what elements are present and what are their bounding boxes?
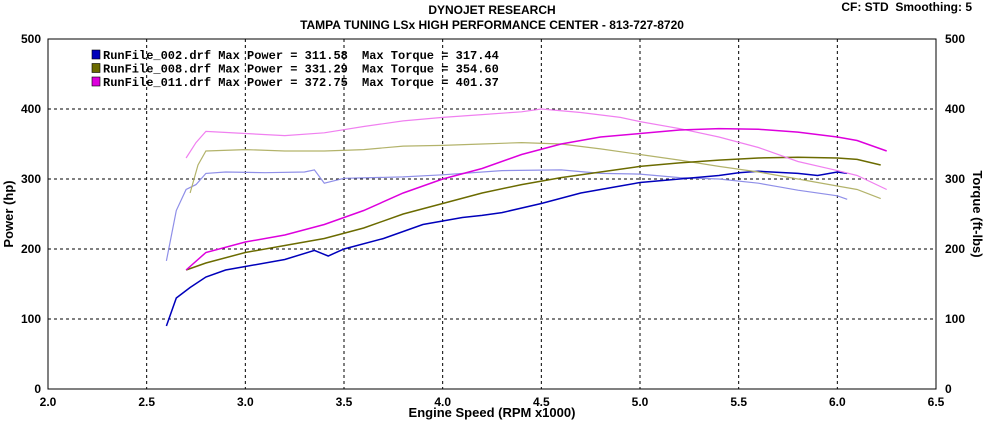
y-right-tick-label: 300 — [945, 172, 965, 186]
chart-title: DYNOJET RESEARCH — [428, 3, 556, 17]
correction-info: CF: STD Smoothing: 5 — [841, 0, 972, 14]
y-right-tick-label: 400 — [945, 102, 965, 116]
legend-swatch-run-2 — [91, 63, 101, 73]
y-right-tick-label: 0 — [945, 382, 952, 396]
y-right-axis-label: Torque (ft-lbs) — [970, 170, 984, 257]
power-line-run-2 — [185, 156, 881, 271]
x-tick-label: 5.5 — [730, 395, 747, 409]
legend-run-power: RunFile_011.drf Max Power = 372.75 — [103, 76, 348, 90]
chart-subtitle: TAMPA TUNING LSx HIGH PERFORMANCE CENTER… — [300, 18, 684, 32]
torque-line-run-1 — [165, 169, 848, 262]
x-axis-label: Engine Speed (RPM x1000) — [409, 405, 576, 420]
power-line-run-3 — [185, 127, 887, 271]
power-line-run-1 — [165, 170, 848, 327]
plot-frame — [47, 38, 937, 390]
legend-run-torque: Max Torque = 354.60 — [362, 63, 499, 77]
x-tick-label: 2.5 — [138, 395, 155, 409]
legend-run-torque: Max Torque = 317.44 — [362, 49, 499, 63]
y-right-tick-labels: 0 100 200 300 400 500 — [945, 32, 965, 396]
x-tick-label: 3.0 — [237, 395, 254, 409]
y-left-tick-label: 100 — [21, 312, 41, 326]
y-left-tick-label: 400 — [21, 102, 41, 116]
y-left-tick-label: 0 — [34, 382, 41, 396]
x-tick-label: 3.5 — [336, 395, 353, 409]
smoothing-label: Smoothing: 5 — [895, 0, 972, 14]
x-tick-label: 2.0 — [40, 395, 57, 409]
legend-swatch-run-3 — [91, 76, 101, 87]
legend: RunFile_002.drf Max Power = 311.58 Max To… — [91, 49, 499, 90]
y-right-tick-label: 500 — [945, 32, 965, 46]
y-left-tick-label: 300 — [21, 172, 41, 186]
y-left-tick-labels: 0 100 200 300 400 500 — [21, 32, 41, 396]
x-tick-label: 6.5 — [928, 395, 945, 409]
legend-run-torque: Max Torque = 401.37 — [362, 76, 499, 90]
torque-line-run-3 — [185, 108, 887, 191]
x-tick-label: 4.5 — [533, 395, 550, 409]
series-layer — [165, 108, 887, 327]
cf-label: CF: STD — [841, 0, 889, 14]
x-tick-label: 4.0 — [434, 395, 451, 409]
legend-swatch-run-1 — [91, 49, 101, 60]
legend-run-power: RunFile_002.drf Max Power = 311.58 — [103, 49, 348, 63]
grid — [48, 39, 936, 389]
torque-line-run-2 — [189, 141, 881, 200]
y-right-tick-label: 100 — [945, 312, 965, 326]
y-left-axis-label: Power (hp) — [1, 180, 16, 247]
legend-run-power: RunFile_008.drf Max Power = 331.29 — [103, 63, 348, 77]
x-tick-label: 5.0 — [632, 395, 649, 409]
x-tick-label: 6.0 — [829, 395, 846, 409]
x-tick-labels: 2.0 2.5 3.0 3.5 4.0 4.5 5.0 5.5 6.0 6.5 — [40, 395, 945, 409]
y-right-tick-label: 200 — [945, 242, 965, 256]
y-left-tick-label: 500 — [21, 32, 41, 46]
y-left-tick-label: 200 — [21, 242, 41, 256]
